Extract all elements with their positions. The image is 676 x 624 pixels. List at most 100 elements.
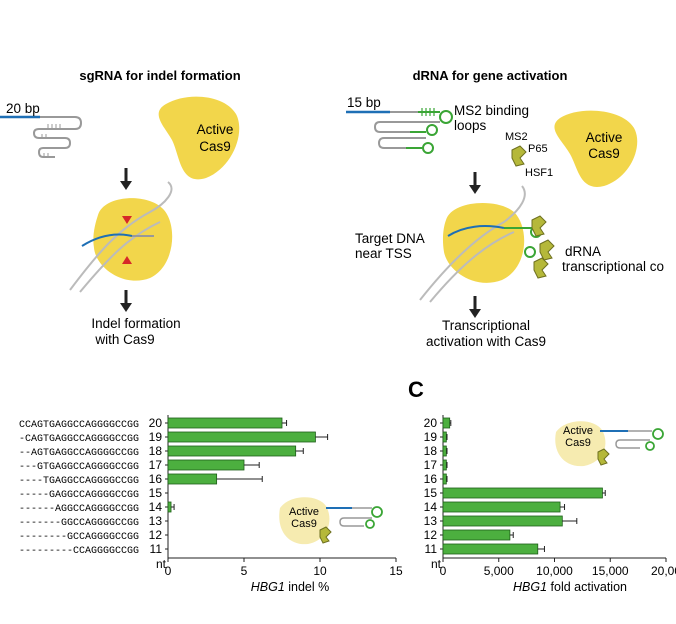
- bar: [442, 543, 539, 555]
- cas9-label-line1: Active: [586, 130, 623, 145]
- category-label: 16: [149, 472, 163, 486]
- target-dna-label-line1: Target DNA: [355, 231, 425, 246]
- bar: [167, 473, 218, 485]
- category-label: 17: [149, 458, 163, 472]
- category-label: 18: [424, 444, 438, 458]
- panel-c-label: C: [408, 377, 424, 402]
- category-label: 20: [424, 416, 438, 430]
- guide-sequence: ----TGAGGCCAGGGGCCGG: [19, 476, 139, 487]
- x-tick-label: 5: [241, 564, 248, 578]
- result-label-line2: with Cas9: [94, 332, 154, 347]
- x-tick-label: 15,000: [592, 564, 629, 578]
- bar: [442, 459, 447, 471]
- category-label: 13: [424, 514, 438, 528]
- inset-cas9-drna-icon: [555, 421, 664, 467]
- cas9-label-line2: Cas9: [588, 146, 620, 161]
- sgrna-guide-icon: [0, 115, 83, 158]
- cas9-label-line1: Active: [197, 122, 234, 137]
- bar: [442, 501, 561, 513]
- guide-sequence: -------GGCCAGGGGCCGG: [19, 518, 139, 529]
- guide-sequence: CCAGTGAGGCCAGGGGCCGG: [19, 420, 139, 431]
- category-label: 11: [425, 542, 438, 556]
- guide-sequence: -CAGTGAGGCCAGGGGCCGG: [19, 434, 139, 445]
- sgrna-diagram-title: sgRNA for indel formation: [79, 68, 240, 83]
- guide-sequence: -----GAGGCCAGGGGCCGG: [19, 490, 139, 501]
- category-label: 18: [149, 444, 163, 458]
- bar: [442, 417, 451, 429]
- guide-sequence: ------AGGCCAGGGGCCGG: [19, 504, 139, 515]
- inset-cas9-sgrna-icon: [279, 497, 383, 545]
- category-label: 17: [424, 458, 438, 472]
- drna-label-line2: transcriptional co: [562, 259, 664, 274]
- drna-label-line1: dRNA: [565, 244, 601, 259]
- ms2-loops-label-line2: loops: [454, 118, 487, 133]
- category-label: 19: [424, 430, 438, 444]
- category-label: 12: [424, 528, 438, 542]
- x-tick-label: 20,00: [651, 564, 676, 578]
- category-label: 12: [149, 528, 163, 542]
- category-label: 11: [150, 542, 163, 556]
- bar: [442, 445, 447, 457]
- x-tick-label: 10: [313, 564, 327, 578]
- ms2-loops-label-line1: MS2 binding: [454, 103, 529, 118]
- cas9-label-line2: Cas9: [199, 139, 231, 154]
- category-label: 15: [149, 486, 163, 500]
- arrow-down-icon: [120, 290, 132, 312]
- target-dna-label-line2: near TSS: [355, 246, 412, 261]
- bar: [442, 515, 563, 527]
- cas9-protein-icon: [158, 96, 240, 180]
- y-axis-label: nt: [156, 557, 167, 571]
- guide-sequence: ---------CCAGGGGCCGG: [19, 546, 139, 557]
- p65-label: P65: [528, 143, 548, 155]
- category-label: 14: [149, 500, 163, 514]
- x-axis-label: HBG1 indel %: [251, 580, 330, 594]
- arrow-down-icon: [469, 296, 481, 318]
- guide-sequence: --------GCCAGGGGCCGG: [19, 532, 139, 543]
- drna-spacer-length-label: 15 bp: [347, 95, 381, 110]
- cas9-protein-icon: [554, 110, 638, 187]
- inset-cas9-label-line2: Cas9: [565, 437, 591, 449]
- inset-cas9-label-line1: Active: [563, 425, 593, 437]
- inset-cas9-label-line2: Cas9: [291, 518, 317, 530]
- guide-sequence: ---GTGAGGCCAGGGGCCGG: [19, 462, 139, 473]
- drna-diagram-title: dRNA for gene activation: [413, 68, 568, 83]
- sequence-list: CCAGTGAGGCCAGGGGCCGG -CAGTGAGGCCAGGGGCCGG…: [19, 420, 139, 557]
- x-tick-label: 10,000: [536, 564, 573, 578]
- category-label: 14: [424, 500, 438, 514]
- activation-label-line1: Transcriptional: [442, 318, 530, 333]
- activation-label-line2: activation with Cas9: [426, 334, 546, 349]
- ms2-label: MS2: [505, 131, 528, 143]
- arrow-down-icon: [120, 168, 132, 190]
- arrow-down-icon: [469, 172, 481, 194]
- bar: [167, 501, 172, 513]
- sgrna-diagram: sgRNA for indel formation 20 bp Active C…: [0, 68, 241, 347]
- ms2-activator-icon: [511, 145, 527, 167]
- cas9-dna-complex-icon: [69, 181, 173, 293]
- drna-guide-icon: [346, 108, 453, 154]
- bar: [442, 487, 603, 499]
- bar: [442, 529, 511, 541]
- x-tick-label: 15: [389, 564, 403, 578]
- y-axis-label: nt: [431, 557, 442, 571]
- x-tick-label: 0: [165, 564, 172, 578]
- spacer-length-label: 20 bp: [6, 101, 40, 116]
- bar: [167, 445, 297, 457]
- x-tick-label: 0: [440, 564, 447, 578]
- x-axis-label: HBG1 fold activation: [513, 580, 627, 594]
- bar: [442, 473, 447, 485]
- bar: [167, 459, 245, 471]
- category-label: 15: [424, 486, 438, 500]
- bar: [167, 417, 283, 429]
- hsf1-label: HSF1: [525, 167, 553, 179]
- x-tick-label: 5,000: [484, 564, 514, 578]
- category-label: 20: [149, 416, 163, 430]
- category-label: 19: [149, 430, 163, 444]
- inset-cas9-label-line1: Active: [289, 506, 319, 518]
- bar: [167, 431, 316, 443]
- drna-diagram: dRNA for gene activation 15 bp MS2 bindi…: [346, 68, 664, 349]
- guide-sequence: --AGTGAGGCCAGGGGCCGG: [19, 448, 139, 459]
- category-label: 13: [149, 514, 163, 528]
- bar: [442, 431, 447, 443]
